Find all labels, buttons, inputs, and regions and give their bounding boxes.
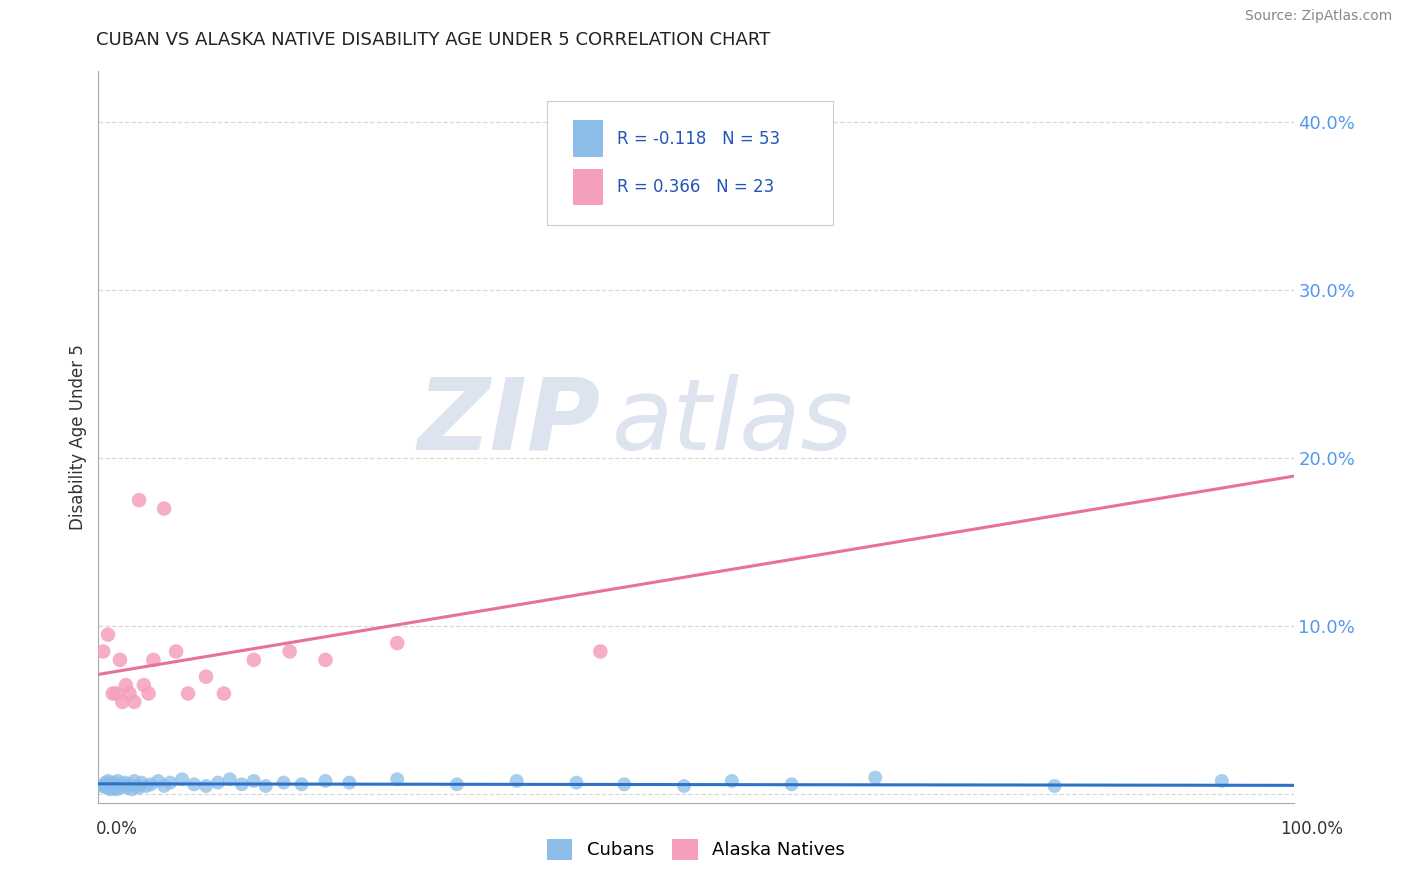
Point xyxy=(97,627,120,641)
Point xyxy=(446,777,468,791)
Point xyxy=(101,780,124,795)
Text: 0.0%: 0.0% xyxy=(96,820,138,838)
Text: Source: ZipAtlas.com: Source: ZipAtlas.com xyxy=(1244,9,1392,23)
Point xyxy=(125,779,148,793)
Point xyxy=(132,678,155,692)
Point xyxy=(565,775,588,789)
Point xyxy=(138,686,160,700)
Point xyxy=(128,493,150,508)
Point xyxy=(159,775,181,789)
Point xyxy=(101,686,124,700)
Point xyxy=(780,777,803,791)
Point xyxy=(110,777,132,791)
Point xyxy=(131,775,153,789)
Point xyxy=(98,782,122,797)
Point xyxy=(118,777,141,791)
Legend: Cubans, Alaska Natives: Cubans, Alaska Natives xyxy=(540,831,852,867)
Point xyxy=(153,501,176,516)
Point xyxy=(177,686,200,700)
Point xyxy=(315,653,337,667)
Point xyxy=(291,777,314,791)
Point xyxy=(124,773,146,788)
FancyBboxPatch shape xyxy=(572,169,603,205)
Point xyxy=(1043,779,1066,793)
Point xyxy=(128,780,150,795)
Text: R = -0.118   N = 53: R = -0.118 N = 53 xyxy=(617,129,780,148)
Point xyxy=(385,636,409,650)
Point xyxy=(195,779,218,793)
Point xyxy=(124,695,146,709)
Point xyxy=(111,695,134,709)
Point xyxy=(97,773,120,788)
Point xyxy=(243,653,266,667)
Point xyxy=(212,686,235,700)
Point xyxy=(219,772,242,787)
FancyBboxPatch shape xyxy=(572,120,603,157)
Point xyxy=(108,780,131,795)
Point xyxy=(315,773,337,788)
Point xyxy=(108,653,131,667)
Point xyxy=(98,779,121,793)
Point xyxy=(172,772,194,787)
Point xyxy=(278,644,301,658)
Point xyxy=(207,775,229,789)
Y-axis label: Disability Age Under 5: Disability Age Under 5 xyxy=(69,344,87,530)
Text: atlas: atlas xyxy=(613,374,853,471)
Point xyxy=(139,777,162,791)
Point xyxy=(105,686,128,700)
Point xyxy=(231,777,253,791)
Point xyxy=(243,773,266,788)
Point xyxy=(115,678,138,692)
Point xyxy=(385,772,409,787)
Point xyxy=(254,779,277,793)
Point xyxy=(148,773,170,788)
Point xyxy=(506,773,529,788)
Point xyxy=(613,777,636,791)
Point xyxy=(195,670,218,684)
Point xyxy=(339,775,361,789)
Text: R = 0.366   N = 23: R = 0.366 N = 23 xyxy=(617,178,775,196)
FancyBboxPatch shape xyxy=(547,101,834,225)
Point xyxy=(105,782,128,797)
Point xyxy=(100,777,122,791)
Point xyxy=(153,779,176,793)
Point xyxy=(91,779,114,793)
Point xyxy=(273,775,295,789)
Point xyxy=(103,775,125,789)
Point xyxy=(135,779,157,793)
Point xyxy=(107,773,129,788)
Point xyxy=(721,773,744,788)
Point xyxy=(104,779,127,793)
Point xyxy=(96,780,118,795)
Text: CUBAN VS ALASKA NATIVE DISABILITY AGE UNDER 5 CORRELATION CHART: CUBAN VS ALASKA NATIVE DISABILITY AGE UN… xyxy=(96,31,770,49)
Text: ZIP: ZIP xyxy=(418,374,600,471)
Point xyxy=(865,771,887,785)
Point xyxy=(93,779,115,793)
Point xyxy=(183,777,205,791)
Point xyxy=(91,644,114,658)
Point xyxy=(142,653,165,667)
Point xyxy=(115,780,138,795)
Point xyxy=(111,779,134,793)
Point xyxy=(114,775,136,789)
Point xyxy=(589,644,612,658)
Point xyxy=(94,775,117,789)
Point xyxy=(121,782,143,797)
Point xyxy=(107,779,129,793)
Point xyxy=(673,779,696,793)
Point xyxy=(1211,773,1233,788)
Point xyxy=(118,686,141,700)
Point xyxy=(165,644,187,658)
Text: 100.0%: 100.0% xyxy=(1279,820,1343,838)
